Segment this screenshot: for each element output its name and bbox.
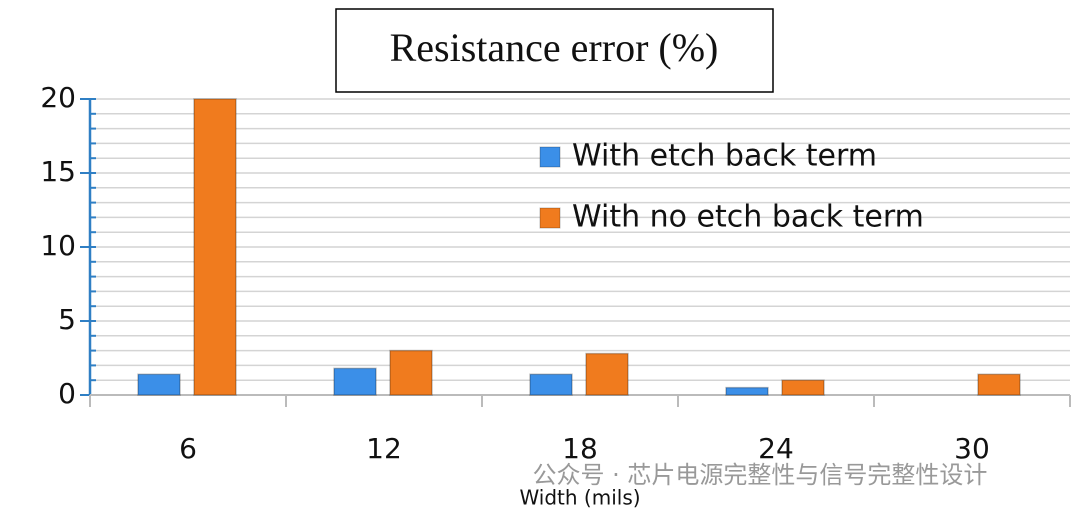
x-tick-label: 12 [366, 432, 402, 465]
x-axis-label: Width (mils) [519, 486, 640, 510]
chart-title: Resistance error (%) [390, 25, 719, 70]
y-tick-label: 5 [58, 303, 76, 336]
x-tick-label: 6 [179, 432, 197, 465]
legend-swatch [539, 146, 561, 168]
title-box [335, 8, 774, 93]
x-tick-label: 30 [954, 432, 990, 465]
legend-label: With no etch back term [572, 200, 924, 235]
watermark: 公众号 · 芯片电源完整性与信号完整性设计 [533, 461, 988, 489]
bar [977, 373, 1021, 396]
y-tick-label: 10 [40, 229, 76, 262]
legend-swatch [539, 207, 561, 229]
y-tick-label: 0 [58, 377, 76, 410]
x-tick-label: 24 [758, 432, 794, 465]
bar [389, 349, 433, 396]
x-tick-label: 18 [562, 432, 598, 465]
bar [529, 373, 573, 396]
bar [193, 98, 237, 396]
bar [725, 386, 769, 396]
bar [137, 373, 181, 396]
legend-label: With etch back term [572, 139, 877, 174]
bar [781, 379, 825, 396]
y-tick-label: 15 [40, 155, 76, 188]
bar [333, 367, 377, 396]
y-tick-label: 20 [40, 81, 76, 114]
bar [585, 352, 629, 396]
